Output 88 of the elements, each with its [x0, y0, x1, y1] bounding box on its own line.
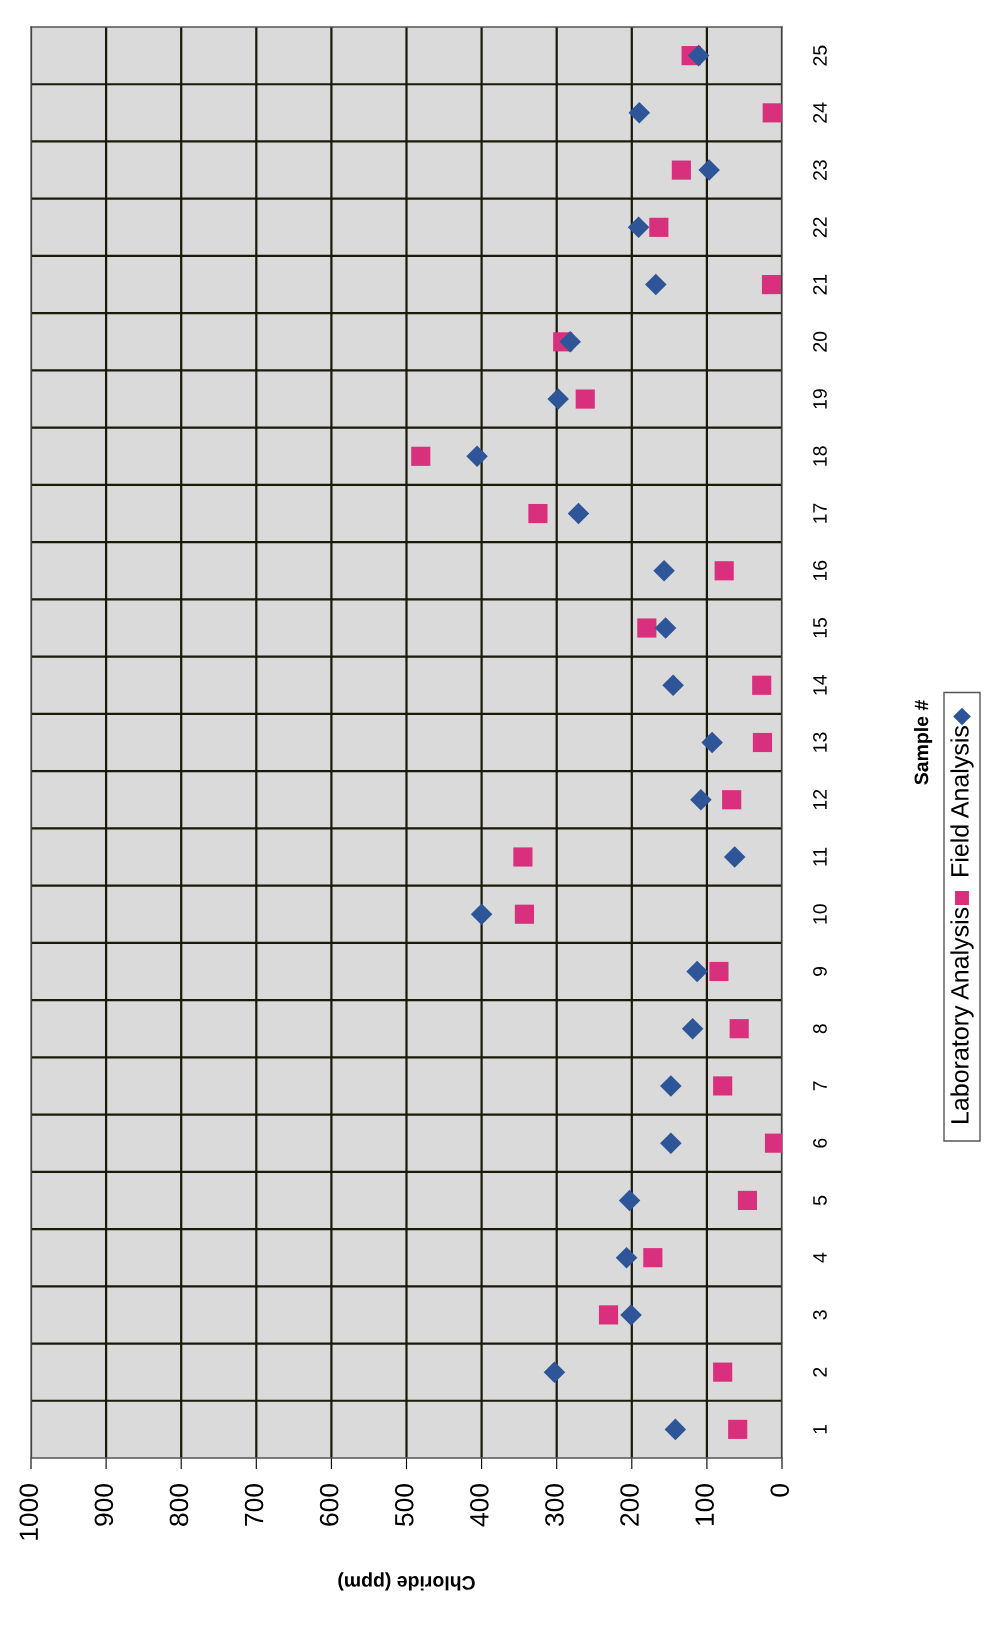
y-tick-label: 7 [813, 1081, 827, 1091]
point [660, 1075, 682, 1097]
y-tick-label: 5 [813, 1195, 827, 1206]
point [637, 618, 657, 638]
y-tick-label: 3 [813, 1310, 827, 1320]
y-tick-label: 4 [813, 1252, 827, 1263]
x-tick-label: 600 [319, 1484, 339, 1526]
y-tick-label: 20 [813, 331, 827, 352]
point [628, 102, 651, 124]
point [654, 617, 677, 639]
y-tick-label: 2 [813, 1367, 827, 1377]
point [662, 674, 684, 697]
y-tick-label: 6 [813, 1138, 827, 1148]
y-tick-label: 15 [813, 618, 827, 638]
point [653, 560, 675, 582]
point [470, 903, 493, 925]
x-tick-label: 900 [94, 1484, 114, 1526]
point [761, 275, 782, 295]
y-tick-label: 18 [813, 446, 827, 466]
y-tick-label: 11 [813, 847, 827, 866]
point [681, 1017, 704, 1040]
point [709, 961, 729, 982]
point [713, 1076, 733, 1096]
point [559, 331, 581, 353]
y-tick-label: 22 [813, 217, 827, 238]
y-tick-label: 12 [813, 789, 827, 810]
point [615, 1246, 638, 1269]
x-tick-label: 500 [394, 1484, 414, 1526]
y-tick-label: 16 [813, 560, 827, 581]
y-tick-label: 14 [813, 675, 827, 695]
y-tick-label: 13 [813, 732, 827, 752]
y-axis-title: Sample # [914, 700, 933, 785]
legend-label: Field Analysis [950, 726, 974, 876]
point [514, 904, 534, 924]
point [466, 445, 488, 468]
point [649, 217, 669, 237]
point [722, 790, 742, 810]
y-tick-label: 1 [813, 1424, 827, 1434]
y-tick-label: 8 [813, 1024, 827, 1034]
point [714, 561, 734, 581]
point [645, 273, 667, 296]
point [620, 1304, 642, 1326]
point [752, 675, 772, 695]
point [567, 502, 590, 525]
legend-label: Laboratory Analysis [950, 907, 974, 1123]
point [687, 44, 710, 67]
point [664, 1418, 687, 1441]
point [690, 788, 712, 811]
point [660, 1132, 682, 1154]
point [729, 1019, 749, 1039]
x-tick-label: 100 [695, 1484, 714, 1526]
x-tick-label: 200 [620, 1484, 639, 1526]
x-tick-label: 1000 [19, 1484, 39, 1540]
point [618, 1189, 641, 1212]
point [598, 1305, 619, 1325]
y-tick-label: 21 [813, 274, 827, 295]
point [723, 846, 746, 868]
point [728, 1419, 748, 1439]
point [701, 731, 723, 754]
y-tick-label: 19 [813, 389, 827, 409]
point [752, 732, 773, 753]
point [411, 446, 431, 466]
x-axis-title: Chloride (ppm) [338, 1572, 475, 1591]
point [713, 1362, 733, 1382]
x-tick-label: 300 [545, 1484, 564, 1527]
point [698, 159, 720, 181]
y-tick-label: 17 [813, 503, 827, 523]
x-tick-label: 700 [244, 1484, 264, 1526]
point [547, 388, 569, 410]
x-tick-label: 800 [169, 1484, 189, 1526]
x-tick-label: 0 [770, 1484, 790, 1497]
y-tick-label: 9 [813, 966, 827, 976]
x-tick-label: 400 [470, 1484, 489, 1527]
point [764, 1133, 782, 1153]
point [643, 1248, 663, 1268]
point [627, 216, 650, 239]
point [737, 1190, 758, 1210]
y-tick-label: 23 [813, 160, 827, 180]
point [762, 103, 782, 123]
y-tick-label: 25 [813, 45, 827, 66]
point [513, 847, 533, 867]
point [528, 503, 548, 524]
point [671, 160, 691, 180]
y-tick-label: 10 [813, 904, 827, 924]
y-tick-label: 24 [813, 102, 827, 123]
point [543, 1361, 566, 1383]
point [686, 960, 708, 983]
point [575, 389, 595, 409]
